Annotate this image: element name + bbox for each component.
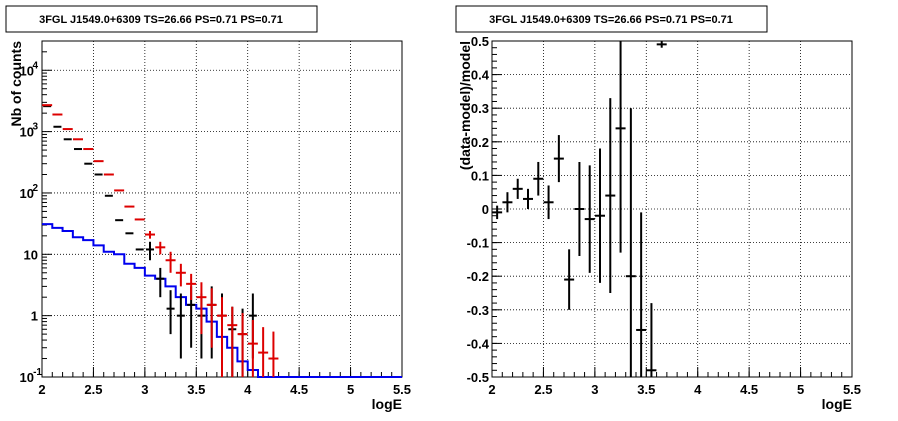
counts-y-tick-label: 10 <box>24 247 38 262</box>
counts-x-tick-label: 2.5 <box>84 382 102 397</box>
counts-x-tick-label: 3 <box>141 382 148 397</box>
counts-x-tick-label: 3.5 <box>187 382 205 397</box>
residual-panel: 2 2.5 3 3.5 4 4.5 5 5.5 -0.5 -0.4 -0.3 -0.2 -0.1 0 0.1… <box>455 5 861 412</box>
counts-y-axis-title: Nb of counts <box>8 41 24 127</box>
residual-y-tick-label: 0.2 <box>471 135 489 150</box>
residual-y-tick-label: 0.4 <box>471 68 490 83</box>
counts-title-box <box>5 5 318 33</box>
residual-x-tick-label: 4.5 <box>740 382 758 397</box>
residual-title-box <box>455 5 768 33</box>
counts-x-axis-title: logE <box>372 396 402 412</box>
residual-marks <box>492 41 667 377</box>
counts-y-tick-exponent: -1 <box>33 367 42 378</box>
residual-grid <box>492 41 852 377</box>
counts-x-tick-label: 4.5 <box>290 382 308 397</box>
residual-y-tick-label: 0.3 <box>471 101 489 116</box>
counts-y-tick-exponent: 3 <box>32 122 38 133</box>
counts-x-tick-label: 2 <box>38 382 45 397</box>
residual-title: 3FGL J1549.0+6309 TS=26.66 PS=0.71 PS=0.… <box>489 14 733 26</box>
residual-x-axis-title: logE <box>822 396 852 412</box>
counts-title: 3FGL J1549.0+6309 TS=26.66 PS=0.71 PS=0.… <box>39 14 283 26</box>
residual-x-tick-label: 5.5 <box>843 382 861 397</box>
counts-x-tick-label: 5.5 <box>393 382 411 397</box>
counts-grid <box>42 41 402 377</box>
counts-y-tick-label: 10 <box>20 125 34 140</box>
residual-y-tick-label: 0.5 <box>471 34 489 49</box>
counts-x-tick-label: 4 <box>244 382 252 397</box>
counts-y-tick-label: 1 <box>31 309 38 324</box>
residual-y-tick-label: -0.3 <box>467 303 489 318</box>
counts-marks <box>42 104 402 378</box>
residual-x-tick-label: 2 <box>488 382 495 397</box>
counts-y-tick-label: 10 <box>20 370 34 385</box>
residual-y-axis-title: (data-model)/model <box>457 41 473 170</box>
residual-x-tick-label: 2.5 <box>534 382 552 397</box>
residual-x-tick-label: 3.5 <box>637 382 655 397</box>
counts-y-tick-exponent: 2 <box>32 183 38 194</box>
residual-y-tick-label: -0.5 <box>467 370 489 385</box>
residual-x-tick-label: 5 <box>797 382 804 397</box>
residual-y-tick-label: 0.1 <box>471 168 489 183</box>
residual-y-tick-label: -0.4 <box>467 336 490 351</box>
residual-y-tick-label: 0 <box>482 202 489 217</box>
counts-y-tick-label: 10 <box>20 63 34 78</box>
residual-y-tick-label: -0.2 <box>467 269 489 284</box>
residual-y-tick-label: -0.1 <box>467 236 489 251</box>
counts-x-tick-label: 5 <box>347 382 354 397</box>
residual-ticks: 2 2.5 3 3.5 4 4.5 5 5.5 -0.5 -0.4 -0.3 -0.2 -0.1 0 0.1… <box>467 34 861 397</box>
counts-y-tick-exponent: 4 <box>32 60 38 71</box>
counts-y-tick-label: 10 <box>20 186 34 201</box>
residual-x-tick-label: 3 <box>591 382 598 397</box>
residual-x-tick-label: 4 <box>694 382 702 397</box>
